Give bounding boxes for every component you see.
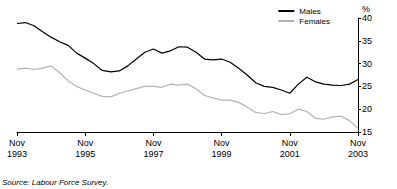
svg-text:Females: Females <box>299 17 330 26</box>
svg-text:Nov: Nov <box>282 138 299 148</box>
svg-text:1995: 1995 <box>75 149 95 159</box>
svg-text:Nov: Nov <box>77 138 94 148</box>
svg-text:35: 35 <box>362 36 372 46</box>
svg-text:25: 25 <box>362 81 372 91</box>
svg-text:40: 40 <box>362 13 372 23</box>
svg-text:Nov: Nov <box>214 138 231 148</box>
svg-text:1999: 1999 <box>212 149 232 159</box>
svg-text:Nov: Nov <box>350 138 367 148</box>
svg-text:Males: Males <box>299 7 320 16</box>
svg-text:2001: 2001 <box>280 149 300 159</box>
svg-text:Nov: Nov <box>145 138 162 148</box>
svg-text:1997: 1997 <box>143 149 163 159</box>
svg-text:2003: 2003 <box>348 149 368 159</box>
svg-text:Nov: Nov <box>9 138 26 148</box>
svg-text:30: 30 <box>362 59 372 69</box>
svg-text:Source: Labour Force Survey.: Source: Labour Force Survey. <box>2 178 108 187</box>
svg-text:15: 15 <box>362 127 372 137</box>
svg-text:1993: 1993 <box>7 149 27 159</box>
svg-text:20: 20 <box>362 104 372 114</box>
